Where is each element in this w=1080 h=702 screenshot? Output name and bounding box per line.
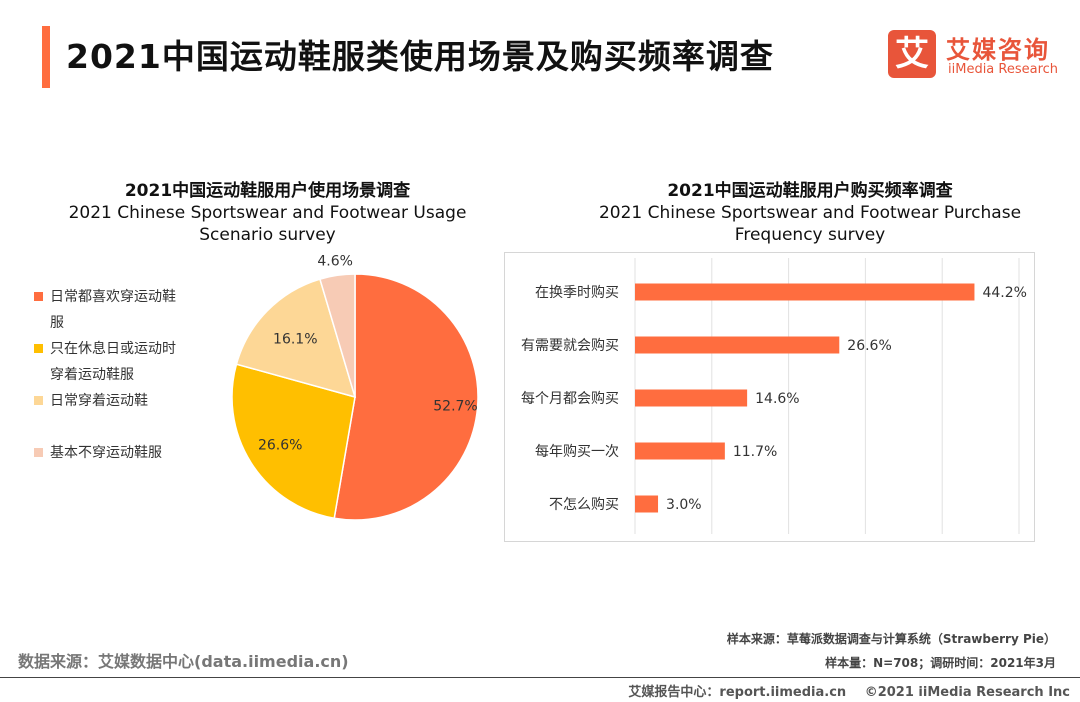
pie-slice-weekend-sportswear [231,363,356,520]
bar-yearly [635,442,725,460]
pie-data-label: 16.1% [273,331,317,347]
report-center-link[interactable]: 艾媒报告中心：report.iimedia.cn [628,685,847,700]
legend-label-line: 日常穿着运动鞋 [50,393,148,409]
bar-data-label: 26.6% [847,338,891,354]
legend-label-line: 服 [50,315,64,331]
bar-chart-title: 2021中国运动鞋服用户购买频率调查 2021 Chinese Sportswe… [560,180,1060,246]
legend-label-line: 基本不穿运动鞋服 [50,445,162,461]
footer: 艾媒报告中心：report.iimedia.cn ©2021 iiMedia R… [628,681,1070,700]
legend-label-line: 穿着运动鞋服 [50,367,134,383]
pie-data-label: 26.6% [258,437,302,453]
bar-category-label: 每个月都会购买 [521,391,619,407]
copyright: ©2021 iiMedia Research Inc [864,685,1070,700]
logo-en-text: iiMedia Research [948,62,1059,77]
pie-slice-daily-shoes [235,278,357,399]
legend-label-line: 日常都喜欢穿运动鞋 [50,289,176,305]
bar-title-cn: 2021中国运动鞋服用户购买频率调查 [667,181,953,201]
data-source: 数据来源：艾媒数据中心(data.iimedia.cn) [18,652,349,671]
pie-legend: 日常都喜欢穿运动鞋 服 只在休息日或运动时 穿着运动鞋服 日常穿着运动鞋 基本不… [34,284,204,466]
sample-info: 样本量：N=708；调研时间：2021年3月 [825,656,1056,670]
bar-rarely [635,495,659,513]
logo-mark-icon: 艾 [888,30,936,78]
logo-cn-text: 艾媒咨询 [946,36,1050,64]
sample-source: 样本来源：草莓派数据调查与计算系统（Strawberry Pie） [726,632,1056,646]
legend-item-weekend-sportswear: 只在休息日或运动时 穿着运动鞋服 [34,336,204,388]
pie-data-label: 52.7% [433,399,477,415]
bar-data-label: 11.7% [733,444,777,460]
bar-category-label: 有需要就会购买 [521,338,619,354]
footer-divider [0,677,1080,678]
pie-chart-title: 2021中国运动鞋服用户使用场景调查 2021 Chinese Sportswe… [30,180,505,246]
legend-swatch [34,292,43,301]
pie-title-en: 2021 Chinese Sportswear and Footwear Usa… [68,203,467,245]
bar-category-label: 每年购买一次 [535,444,619,460]
legend-swatch [34,396,43,405]
legend-item-rarely-wear: 基本不穿运动鞋服 [34,440,204,466]
bar-data-label: 14.6% [755,391,799,407]
pie-slice-daily-sportswear [333,273,479,521]
bar-seasonal [635,283,975,301]
bar-title-en: 2021 Chinese Sportswear and Footwear Pur… [598,203,1022,245]
bar-chart: 在换季时购买 44.2% 有需要就会购买 26.6% 每个月都会购买 14.6% 每年购买一… [521,258,1027,534]
page-title: 2021中国运动鞋服类使用场景及购买频率调查 [66,37,774,76]
bar-data-label: 3.0% [666,497,702,513]
bar-monthly [635,389,748,407]
pie-slice-rarely-wear [319,273,356,398]
legend-swatch [34,344,43,353]
pie-data-label: 4.6% [317,254,353,270]
legend-item-daily-sportswear: 日常都喜欢穿运动鞋 服 [34,284,204,336]
legend-swatch [34,448,43,457]
bar-as-needed [635,336,840,354]
pie-title-cn: 2021中国运动鞋服用户使用场景调查 [124,181,411,201]
bar-category-label: 不怎么购买 [549,497,619,513]
legend-item-daily-shoes: 日常穿着运动鞋 [34,388,204,414]
brand-logo: 艾 艾媒咨询 iiMedia Research [888,30,1068,80]
pie-chart: 52.7% 26.6% 16.1% 4.6% [231,254,479,521]
legend-label-line: 只在休息日或运动时 [50,341,176,357]
bar-chart-frame [504,252,1035,542]
title-accent-bar [42,26,50,88]
bar-data-label: 44.2% [982,285,1026,301]
bar-category-label: 在换季时购买 [535,284,619,301]
